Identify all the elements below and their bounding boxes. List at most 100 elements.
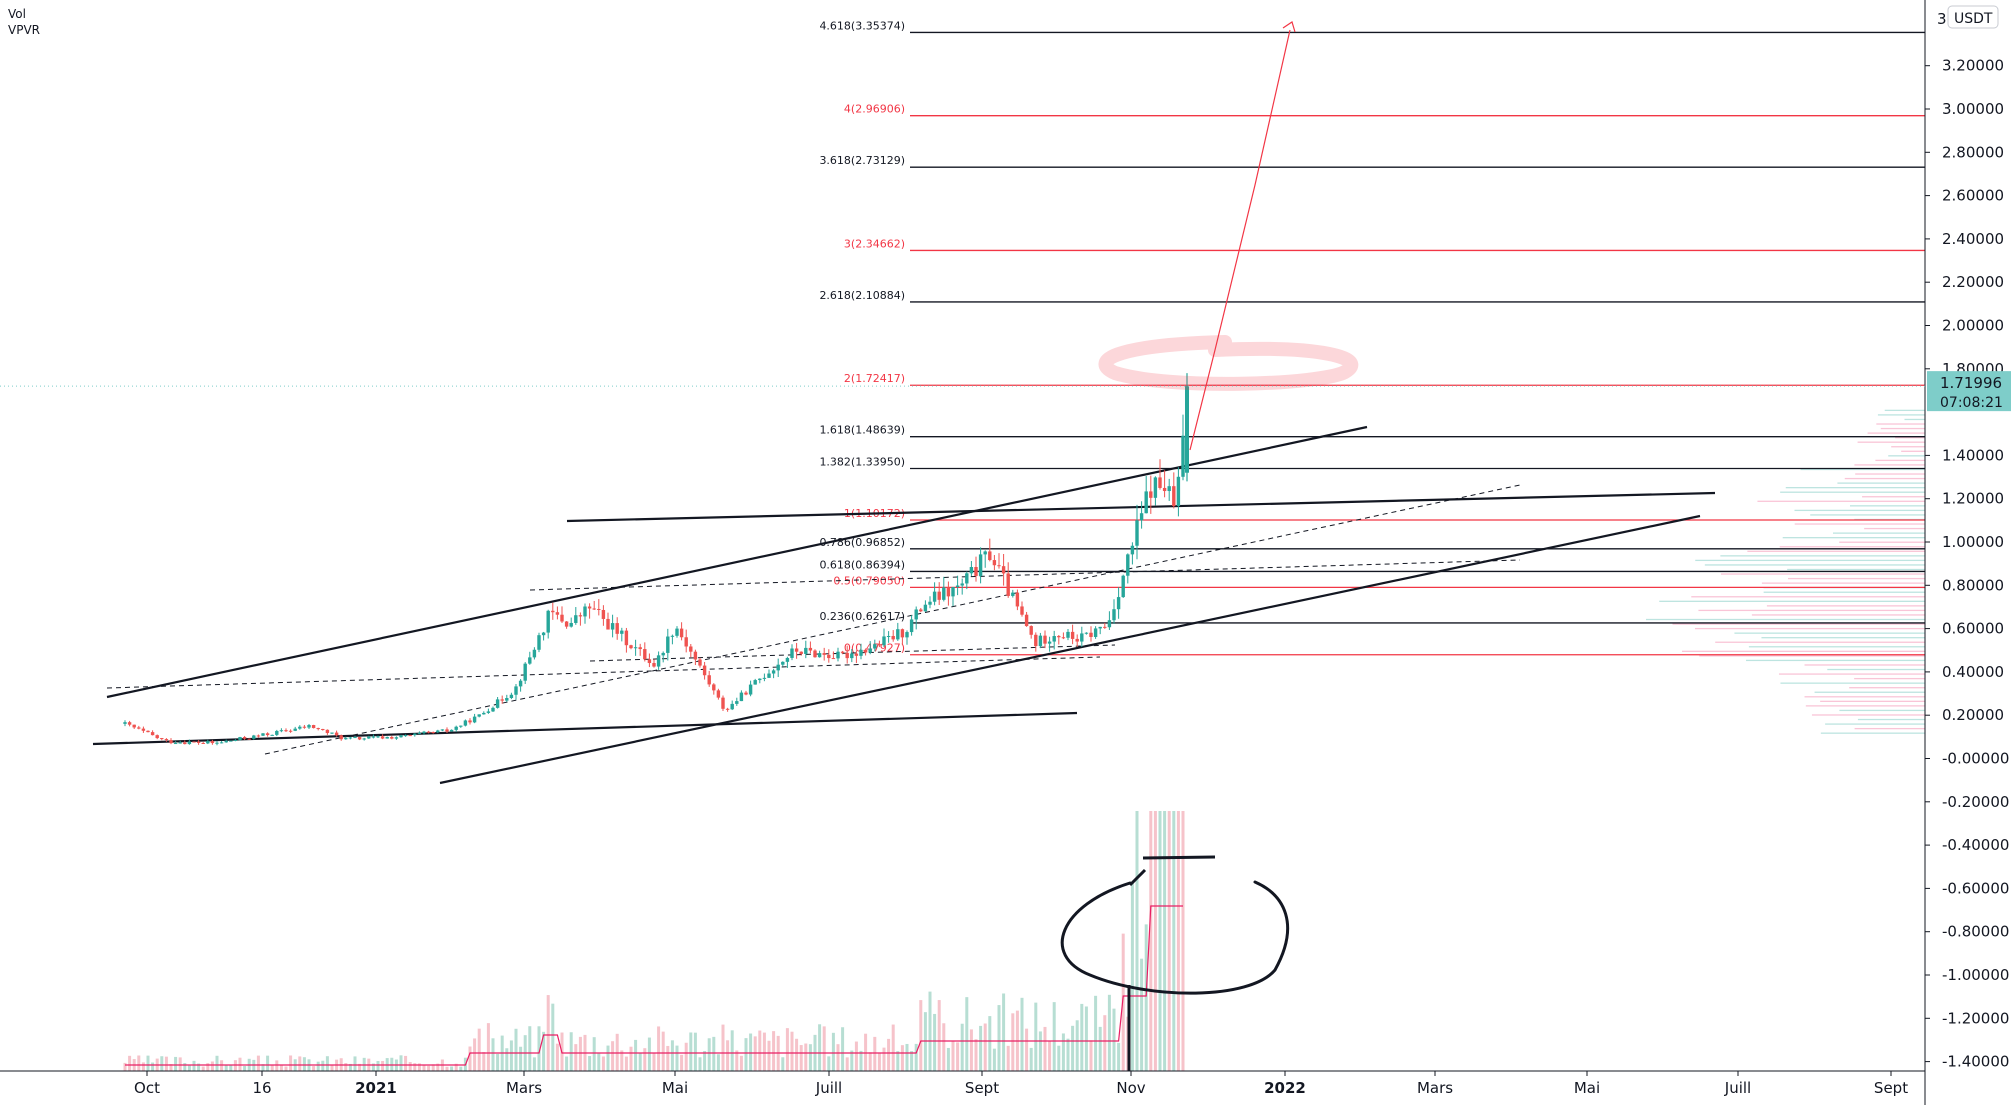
- fib-label: 2(1.72417): [844, 372, 905, 385]
- volume-circle-tail: [1128, 868, 1147, 887]
- candle-body: [252, 735, 256, 739]
- currency-label: USDT: [1954, 11, 1993, 27]
- candle-body: [808, 647, 813, 651]
- vpvr-bar: [1904, 418, 1925, 421]
- volume-bar: [1071, 1025, 1075, 1071]
- candle-body: [1176, 476, 1181, 506]
- candle-body: [123, 722, 127, 724]
- volume-bar: [831, 1032, 835, 1071]
- price-badges: 1.71996 07:08:21: [0, 371, 2011, 412]
- vpvr-bar: [1780, 491, 1925, 493]
- fib-label: 0.5(0.79050): [833, 574, 905, 587]
- volume-bar: [417, 1063, 421, 1071]
- x-tick-label: 2021: [355, 1079, 397, 1097]
- volume-bar: [197, 1063, 201, 1071]
- candle-body: [288, 730, 293, 732]
- volume-bar: [762, 1032, 766, 1071]
- candle-body: [463, 720, 468, 726]
- vpvr-bar: [1895, 436, 1925, 439]
- y-tick-label: 0.20000: [1942, 706, 2004, 724]
- volume-bar: [1130, 882, 1134, 1071]
- indicator-vpvr[interactable]: VPVR: [8, 23, 40, 37]
- candle-body: [362, 738, 366, 740]
- y-axis[interactable]: 3.20000 3.00000 2.80000 2.60000 2.40000 2.200…: [1924, 0, 2009, 1105]
- vpvr-bar: [1811, 714, 1925, 716]
- volume-bar: [187, 1065, 191, 1071]
- candle-body: [721, 697, 725, 709]
- candle-body: [983, 551, 987, 555]
- vpvr-bar: [1827, 668, 1925, 671]
- volume-bar: [979, 1025, 983, 1071]
- candle-body: [707, 675, 711, 685]
- candle-body: [445, 729, 449, 732]
- volume-bar: [1181, 811, 1185, 1071]
- candle-body: [459, 725, 463, 727]
- volume-bar: [486, 1023, 490, 1071]
- vpvr-bar: [1780, 682, 1925, 684]
- candles: [123, 373, 1189, 746]
- candle-body: [169, 740, 173, 744]
- candle-body: [1052, 636, 1056, 642]
- candle-body: [219, 742, 224, 744]
- candle-body: [137, 727, 141, 729]
- volume-bar: [887, 1038, 891, 1071]
- volume-bar: [316, 1061, 320, 1071]
- volume-bar: [574, 1044, 578, 1071]
- volume-bar: [514, 1028, 518, 1071]
- y-tick-label: 0.80000: [1942, 576, 2004, 594]
- vpvr-bar: [1794, 523, 1925, 525]
- volume-bar: [537, 1026, 541, 1071]
- volume-bar: [965, 997, 969, 1071]
- volume-bar: [799, 1045, 803, 1071]
- y-tick-label: -1.20000: [1942, 1009, 2009, 1027]
- volume-bar: [620, 1050, 624, 1071]
- candle-body: [1080, 633, 1084, 642]
- vpvr-bar: [1779, 546, 1925, 548]
- candle-body: [790, 648, 794, 658]
- volume-bar: [1094, 995, 1098, 1071]
- volume-bar: [1103, 1015, 1107, 1071]
- candle-body: [178, 742, 182, 744]
- volume-bar: [969, 1029, 973, 1071]
- candle-body: [909, 619, 914, 633]
- volume-bar: [905, 1043, 909, 1071]
- candle-body: [799, 651, 803, 654]
- candle-body: [914, 609, 918, 620]
- y-tick-label: 1.00000: [1942, 533, 2004, 551]
- volume-bar: [151, 1062, 155, 1071]
- vpvr-bar: [1720, 573, 1925, 575]
- x-axis[interactable]: Oct 16 2021 Mars Mai Juill Sept Nov 2022 Mars Mai J…: [0, 1070, 1925, 1097]
- y-tick-label: 0.60000: [1942, 620, 2004, 638]
- volume-bar: [201, 1066, 205, 1071]
- volume-bar: [698, 1057, 702, 1071]
- candle-body: [988, 551, 992, 561]
- candle-body: [417, 733, 422, 735]
- candle-body: [192, 741, 196, 743]
- volume-bar: [739, 1055, 743, 1071]
- candle-body: [1167, 486, 1171, 492]
- volume-bar: [431, 1064, 435, 1071]
- candle-body: [1116, 597, 1121, 610]
- vpvr-bar: [1805, 705, 1925, 707]
- vpvr-bar: [1746, 659, 1925, 662]
- volume-bar: [436, 1063, 440, 1071]
- volume-bar: [243, 1066, 247, 1071]
- volume-bar: [408, 1062, 412, 1071]
- candle-body: [495, 699, 500, 708]
- fib-label: 1.618(1.48639): [819, 424, 905, 437]
- indicator-vol[interactable]: Vol: [8, 7, 26, 21]
- candle-body: [942, 587, 946, 600]
- volume-bar: [473, 1038, 477, 1071]
- volume-bar: [1066, 1038, 1070, 1071]
- volume-bar: [781, 1057, 785, 1071]
- volume-bar: [624, 1056, 628, 1071]
- volume-bar: [298, 1056, 302, 1071]
- volume-bar: [146, 1055, 150, 1071]
- candle-body: [693, 651, 698, 660]
- volume-bar: [744, 1038, 748, 1071]
- volume-bar: [210, 1061, 214, 1071]
- candle-body: [1001, 566, 1006, 574]
- y-tick-label: 2.20000: [1942, 273, 2004, 291]
- candle-body: [1139, 513, 1144, 521]
